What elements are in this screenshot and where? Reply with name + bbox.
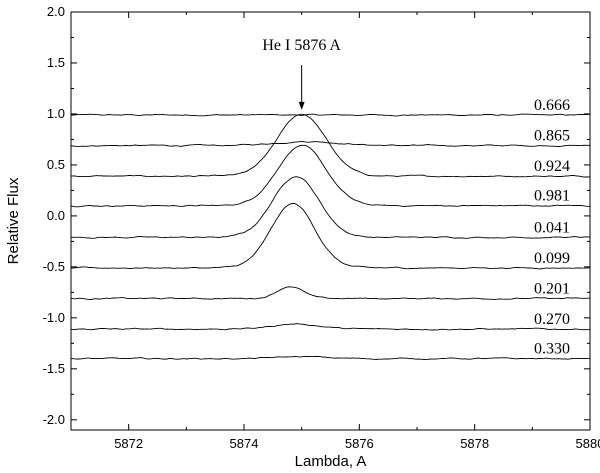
series-label: 0.666: [534, 97, 570, 114]
series-label: 0.330: [534, 341, 570, 358]
annotation-label: He I 5876 A: [262, 37, 341, 54]
x-axis-title: Lambda, A: [295, 453, 367, 470]
series-label: 0.981: [534, 188, 570, 205]
plot-area: [70, 11, 591, 431]
series-group: [70, 113, 591, 361]
y-axis: -2.0 -1.5 -1.0 -0.5 0.0 0.5 1.0 1.5 2.0: [43, 4, 590, 427]
y-tick-label: -1.5: [43, 361, 65, 376]
x-tick-label: 5876: [345, 436, 374, 451]
y-tick-label: -0.5: [43, 259, 65, 274]
x-tick-label: 5872: [114, 436, 143, 451]
series-line: [70, 286, 591, 300]
series-line: [70, 144, 591, 208]
series-line: [70, 113, 591, 178]
y-tick-label: -1.0: [43, 310, 65, 325]
y-tick-label: -2.0: [43, 412, 65, 427]
series-line: [70, 355, 591, 361]
series-label: 0.924: [534, 158, 570, 175]
series-line: [70, 203, 591, 270]
series-labels: 0.666 0.865 0.924 0.981 0.041 0.099 0.201 0.270…: [534, 97, 570, 358]
series-line: [70, 113, 591, 117]
x-tick-label: 5874: [230, 436, 259, 451]
series-label: 0.099: [534, 250, 570, 267]
series-label: 0.270: [534, 311, 570, 328]
annotation-arrow-head: [298, 101, 305, 110]
annotation-group: He I 5876 A: [262, 37, 341, 110]
y-tick-label: 0.0: [47, 208, 65, 223]
y-tick-label: 2.0: [47, 4, 65, 19]
y-tick-label: 0.5: [47, 157, 65, 172]
series-label: 0.201: [534, 280, 570, 297]
series-line: [70, 323, 591, 331]
y-tick-label: 1.0: [47, 106, 65, 121]
y-axis-title: Relative Flux: [5, 177, 22, 264]
plot-border: [70, 11, 591, 431]
series-line: [70, 176, 591, 239]
series-label: 0.041: [534, 219, 570, 236]
x-tick-label: 5878: [460, 436, 489, 451]
y-tick-label: 1.5: [47, 55, 65, 70]
series-label: 0.865: [534, 128, 570, 145]
series-line: [70, 141, 591, 148]
